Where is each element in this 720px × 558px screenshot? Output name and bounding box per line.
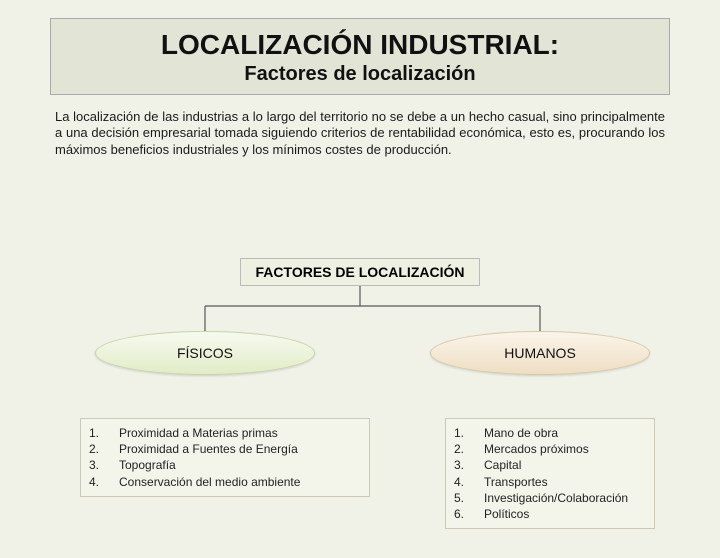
list-item: 5. Investigación/Colaboración (454, 490, 646, 506)
branch-ellipse-physical: FÍSICOS (95, 331, 315, 375)
list-item-number: 2. (89, 441, 101, 457)
branch-ellipse-human: HUMANOS (430, 331, 650, 375)
list-item-label: Investigación/Colaboración (484, 490, 628, 506)
intro-paragraph: La localización de las industrias a lo l… (55, 109, 665, 158)
list-item-label: Proximidad a Materias primas (119, 425, 278, 441)
list-item: 6. Políticos (454, 506, 646, 522)
list-item-label: Transportes (484, 474, 548, 490)
list-item: 2. Mercados próximos (454, 441, 646, 457)
page-title: LOCALIZACIÓN INDUSTRIAL: (61, 29, 659, 61)
list-item-label: Proximidad a Fuentes de Energía (119, 441, 298, 457)
list-item: 2. Proximidad a Fuentes de Energía (89, 441, 361, 457)
list-item: 4. Conservación del medio ambiente (89, 474, 361, 490)
list-item-label: Capital (484, 457, 521, 473)
list-physical: 1. Proximidad a Materias primas 2. Proximid… (80, 418, 370, 497)
list-human: 1. Mano de obra 2. Mercados próximos 3. Capit… (445, 418, 655, 529)
list-item: 1. Mano de obra (454, 425, 646, 441)
list-item-number: 3. (454, 457, 466, 473)
list-item-label: Topografía (119, 457, 176, 473)
list-item-label: Mercados próximos (484, 441, 589, 457)
list-item-number: 4. (89, 474, 101, 490)
list-item: 1. Proximidad a Materias primas (89, 425, 361, 441)
list-item-number: 1. (89, 425, 101, 441)
list-item-number: 1. (454, 425, 466, 441)
branch-label-physical: FÍSICOS (177, 345, 233, 361)
list-item-number: 3. (89, 457, 101, 473)
factors-label: FACTORES DE LOCALIZACIÓN (240, 258, 480, 286)
list-item: 3. Topografía (89, 457, 361, 473)
list-item: 4. Transportes (454, 474, 646, 490)
list-item-label: Políticos (484, 506, 529, 522)
list-item: 3. Capital (454, 457, 646, 473)
list-item-label: Mano de obra (484, 425, 558, 441)
header-box: LOCALIZACIÓN INDUSTRIAL: Factores de loc… (50, 18, 670, 95)
branch-label-human: HUMANOS (504, 345, 576, 361)
list-item-number: 6. (454, 506, 466, 522)
list-item-number: 2. (454, 441, 466, 457)
page-subtitle: Factores de localización (61, 63, 659, 86)
list-item-number: 4. (454, 474, 466, 490)
list-item-label: Conservación del medio ambiente (119, 474, 300, 490)
list-item-number: 5. (454, 490, 466, 506)
